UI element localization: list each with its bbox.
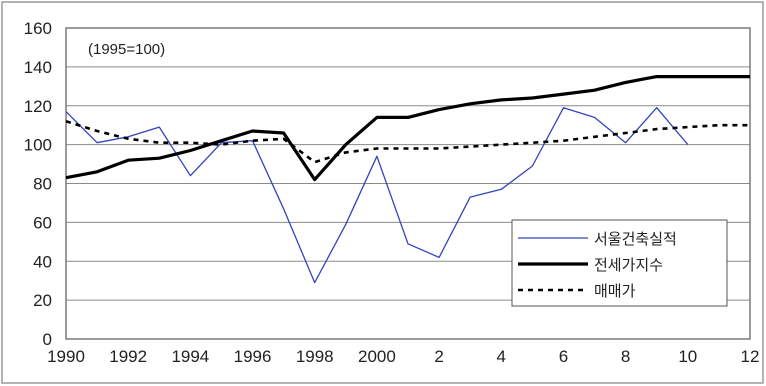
x-tick-label-10: 10 [678,347,697,366]
y-tick-label-120: 120 [24,97,52,116]
series-line-0 [65,107,689,284]
legend-label-sale-price: 매매가 [594,282,636,300]
x-tick-label-1: 1992 [109,347,147,366]
x-tick-label-0: 1990 [47,347,85,366]
plot-area [65,27,751,340]
y-tick-label-0: 0 [43,330,52,349]
y-tick-label-160: 160 [24,19,52,38]
y-tick-label-60: 60 [33,213,52,232]
gridlines [66,66,750,301]
x-tick-label-4: 1998 [296,347,334,366]
series-line-2 [65,120,750,164]
x-tick-label-5: 2000 [358,347,396,366]
series-lines [65,74,750,284]
y-tick-label-40: 40 [33,252,52,271]
y-tick-label-20: 20 [33,291,52,310]
legend-label-jeonse-index: 전세가지수 [594,256,663,274]
legend-label-seoul-construction: 서울건축실적 [594,230,677,248]
legend: 서울건축실적 전세가지수 매매가 [511,219,728,307]
x-axis-ticks: 1990 1992 1994 1996 1998 2000 2 4 6 8 10 12 [47,347,759,366]
x-tick-label-7: 4 [497,347,506,366]
x-tick-label-2: 1994 [171,347,209,366]
x-tick-label-6: 2 [434,347,443,366]
x-tick-label-9: 8 [621,347,630,366]
x-tick-label-3: 1996 [234,347,272,366]
base-year-note: (1995=100) [88,41,165,58]
y-tick-label-140: 140 [24,58,52,77]
y-tick-label-80: 80 [33,175,52,194]
x-tick-label-11: 12 [741,347,760,366]
x-tick-label-8: 6 [559,347,568,366]
y-axis-ticks: 0 20 40 60 80 100 120 140 160 [24,19,52,349]
y-tick-label-100: 100 [24,136,52,155]
series-line-1 [65,74,750,182]
